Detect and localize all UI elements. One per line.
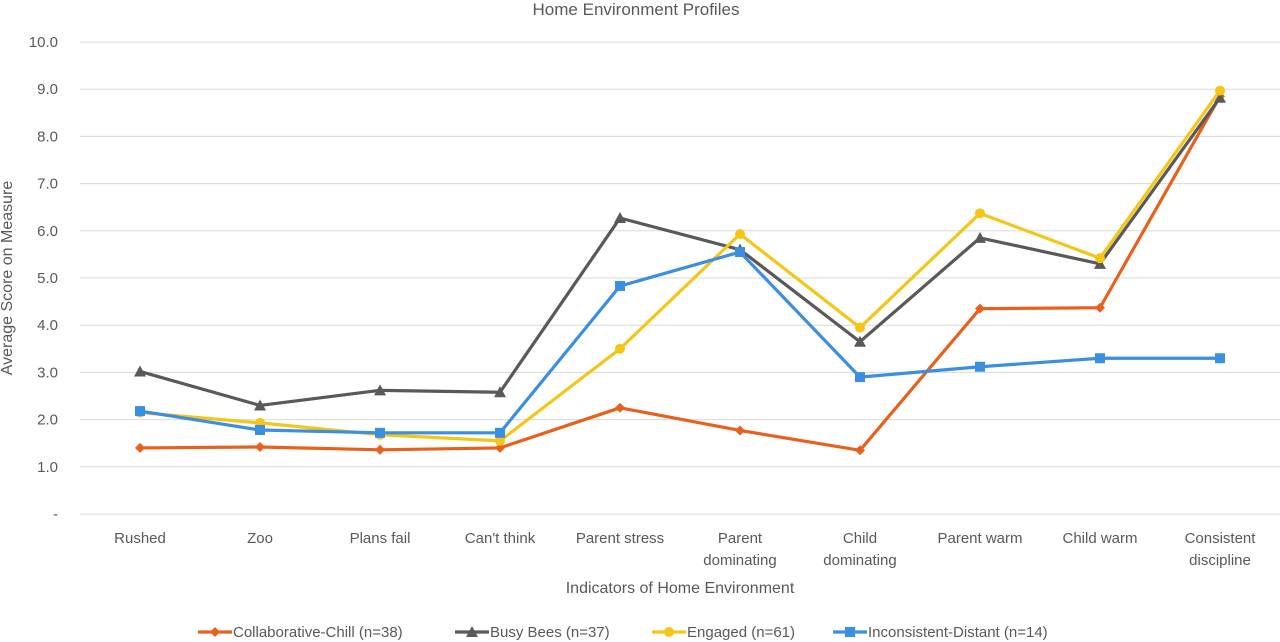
data-point	[255, 441, 265, 452]
data-point	[975, 208, 985, 219]
series-1	[135, 91, 1225, 456]
legend-marker	[845, 627, 855, 637]
x-tick-label: Child warm	[1062, 530, 1137, 547]
y-tick-label: 9.0	[37, 81, 58, 98]
data-point	[374, 384, 386, 396]
series-3	[135, 85, 1225, 446]
x-axis-ticks: Rushed Zoo Plans fail Can't think Parent str…	[114, 530, 1256, 569]
data-point	[854, 335, 866, 347]
data-point	[495, 442, 505, 453]
data-point	[1215, 85, 1225, 96]
y-tick-label: 1.0	[37, 459, 58, 476]
data-point	[375, 444, 385, 455]
legend-item: Busy Bees (n=37)	[455, 624, 610, 641]
data-point	[615, 343, 625, 354]
y-tick-label: 10.0	[29, 34, 58, 51]
series-2	[134, 91, 1226, 411]
data-point	[1095, 353, 1105, 364]
data-point	[1095, 253, 1105, 264]
legend-label: Busy Bees (n=37)	[490, 624, 610, 641]
data-point	[254, 399, 266, 411]
x-tick-label: Zoo	[247, 530, 273, 547]
legend-marker	[210, 627, 220, 637]
data-point	[375, 427, 385, 438]
y-tick-label: 7.0	[37, 176, 58, 193]
y-tick-label: 8.0	[37, 128, 58, 145]
data-point	[855, 322, 865, 333]
data-point	[135, 406, 145, 417]
data-point	[494, 386, 506, 398]
legend-label: Collaborative-Chill (n=38)	[233, 624, 403, 641]
x-tick-label: Parent stress	[576, 530, 664, 547]
x-tick-label: Child dominating	[823, 530, 896, 569]
y-tick-label: 6.0	[37, 223, 58, 240]
data-point	[615, 402, 625, 413]
x-axis-title: Indicators of Home Environment	[566, 580, 795, 597]
data-point	[975, 361, 985, 372]
y-tick-label: 4.0	[37, 317, 58, 334]
x-tick-label: Parent dominating	[703, 530, 776, 569]
data-point	[1215, 353, 1225, 364]
data-point	[135, 442, 145, 453]
legend-marker	[664, 627, 674, 637]
data-point	[134, 365, 146, 377]
x-tick-label: Can't think	[465, 530, 536, 547]
data-point	[1214, 91, 1226, 103]
y-tick-label: -	[53, 506, 58, 523]
legend-label: Inconsistent-Distant (n=14)	[868, 624, 1048, 641]
y-axis-title: Average Score on Measure	[0, 181, 16, 376]
x-tick-label: Rushed	[114, 530, 166, 547]
legend: Collaborative-Chill (n=38) Busy Bees (n=3…	[198, 624, 1048, 641]
x-tick-label: Parent warm	[937, 530, 1022, 547]
data-point	[855, 372, 865, 383]
y-tick-label: 3.0	[37, 364, 58, 381]
legend-item: Inconsistent-Distant (n=14)	[833, 624, 1048, 641]
y-tick-label: 2.0	[37, 412, 58, 429]
gridlines	[80, 41, 1280, 515]
data-point	[974, 231, 986, 243]
data-point	[495, 435, 505, 446]
data-point	[735, 425, 745, 436]
series-line	[139, 96, 1222, 408]
series-line	[139, 250, 1220, 435]
data-point	[735, 229, 745, 240]
chart-title: Home Environment Profiles	[533, 0, 740, 19]
data-point	[615, 281, 625, 292]
series-4	[135, 247, 1225, 438]
x-tick-label: Consistent discipline	[1185, 530, 1257, 569]
series-lines	[134, 85, 1226, 456]
legend-item: Engaged (n=61)	[652, 624, 795, 641]
series-line	[139, 95, 1222, 452]
legend-label: Engaged (n=61)	[687, 624, 795, 641]
data-point	[855, 445, 865, 456]
data-point	[495, 427, 505, 438]
legend-item: Collaborative-Chill (n=38)	[198, 624, 403, 641]
data-point	[975, 303, 985, 314]
y-tick-label: 5.0	[37, 270, 58, 287]
data-point	[1094, 257, 1106, 269]
y-axis-ticks: - 1.0 2.0 3.0 4.0 5.0 6.0 7.0 8.0 9.0 10.0	[29, 34, 58, 523]
data-point	[255, 424, 265, 435]
x-tick-label: Plans fail	[350, 530, 411, 547]
series-line	[139, 89, 1222, 443]
data-point	[614, 212, 626, 224]
data-point	[1095, 302, 1105, 313]
data-point	[735, 247, 745, 258]
legend-marker	[466, 626, 478, 637]
